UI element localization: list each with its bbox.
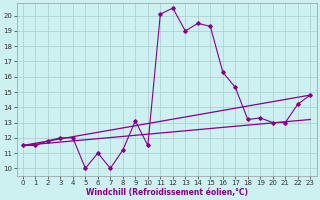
- X-axis label: Windchill (Refroidissement éolien,°C): Windchill (Refroidissement éolien,°C): [85, 188, 248, 197]
